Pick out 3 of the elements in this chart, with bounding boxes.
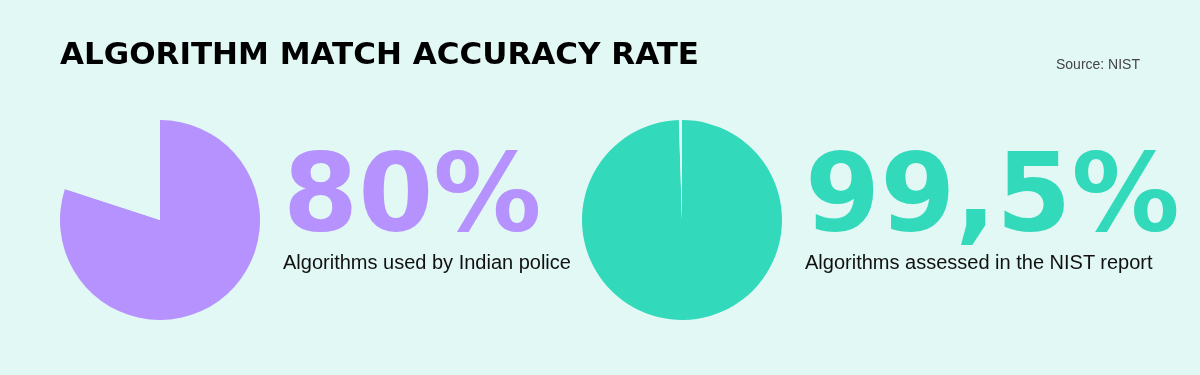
source-note: Source: NIST — [1055, 56, 1141, 72]
chart-title: ALGORITHM MATCH ACCURACY RATE — [60, 35, 700, 71]
pie-slice — [581, 120, 782, 320]
